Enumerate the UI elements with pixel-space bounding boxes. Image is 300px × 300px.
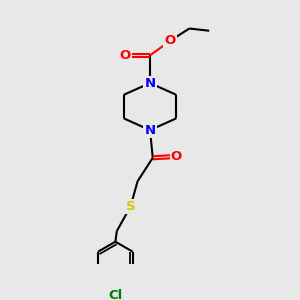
Text: O: O <box>164 34 175 47</box>
Text: Cl: Cl <box>108 290 122 300</box>
Text: O: O <box>171 150 182 163</box>
Text: O: O <box>119 49 131 62</box>
Text: N: N <box>144 76 156 90</box>
Text: S: S <box>126 200 135 213</box>
Text: N: N <box>144 124 156 136</box>
